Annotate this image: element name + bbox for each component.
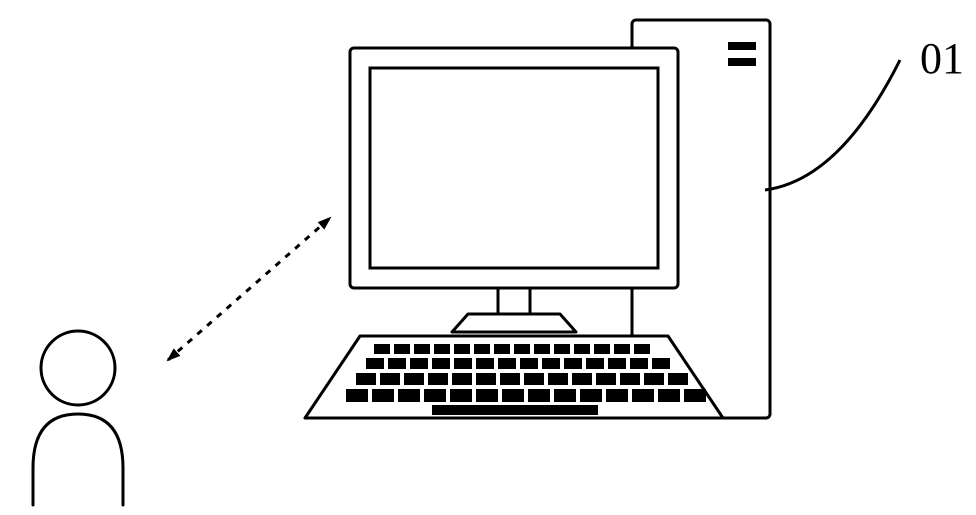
key	[564, 358, 582, 369]
monitor-screen	[370, 68, 658, 268]
person-head	[41, 331, 115, 405]
key	[608, 358, 626, 369]
key	[502, 389, 524, 402]
key	[388, 358, 406, 369]
interaction-arrow	[168, 218, 330, 360]
key	[428, 373, 448, 385]
label-leader	[765, 60, 900, 190]
key	[606, 389, 628, 402]
key	[404, 373, 424, 385]
key	[542, 358, 560, 369]
key	[684, 389, 706, 402]
tower-slot	[728, 58, 756, 66]
key	[644, 373, 664, 385]
key	[414, 344, 430, 354]
key	[548, 373, 568, 385]
diagram-svg: 01	[0, 0, 976, 515]
key	[630, 358, 648, 369]
key	[554, 389, 576, 402]
key	[658, 389, 680, 402]
key	[668, 373, 688, 385]
key	[580, 389, 602, 402]
key	[356, 373, 376, 385]
key	[572, 373, 592, 385]
tower-slot	[728, 42, 756, 50]
key	[528, 389, 550, 402]
key	[514, 344, 530, 354]
key	[652, 358, 670, 369]
key	[410, 358, 428, 369]
key	[634, 344, 650, 354]
key	[372, 389, 394, 402]
key	[494, 344, 510, 354]
key	[594, 344, 610, 354]
key	[520, 358, 538, 369]
key	[534, 344, 550, 354]
key	[454, 344, 470, 354]
key	[596, 373, 616, 385]
key	[452, 373, 472, 385]
key	[394, 344, 410, 354]
monitor-base	[452, 314, 576, 332]
key	[574, 344, 590, 354]
key	[524, 373, 544, 385]
key	[476, 358, 494, 369]
monitor-neck	[498, 288, 530, 314]
label-01: 01	[920, 34, 964, 83]
key	[474, 344, 490, 354]
key	[450, 389, 472, 402]
key	[380, 373, 400, 385]
key	[476, 373, 496, 385]
key	[366, 358, 384, 369]
key	[374, 344, 390, 354]
key	[632, 389, 654, 402]
key	[614, 344, 630, 354]
key	[500, 373, 520, 385]
key	[454, 358, 472, 369]
key	[398, 389, 420, 402]
key	[432, 358, 450, 369]
key	[424, 389, 446, 402]
key	[586, 358, 604, 369]
key	[498, 358, 516, 369]
key	[554, 344, 570, 354]
key	[620, 373, 640, 385]
key	[476, 389, 498, 402]
key	[434, 344, 450, 354]
key	[346, 389, 368, 402]
person-body	[33, 414, 123, 505]
spacebar	[432, 405, 598, 415]
